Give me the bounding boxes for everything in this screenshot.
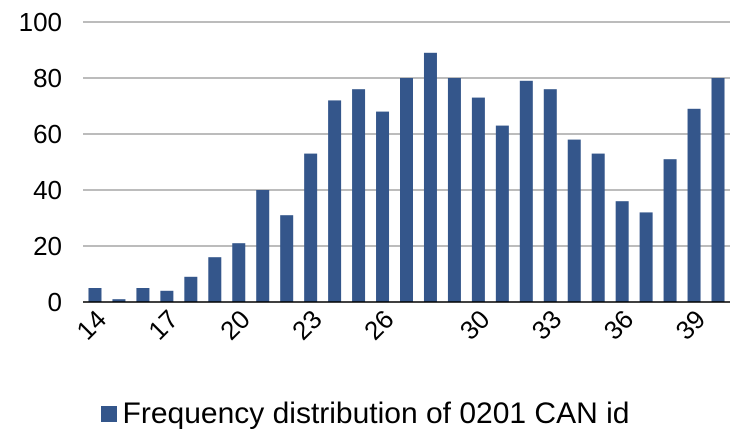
- x-tick-label: 33: [526, 304, 568, 346]
- x-tick-label: 39: [669, 304, 711, 346]
- x-tick-label: 17: [142, 304, 184, 346]
- bar: [519, 80, 533, 302]
- bar: [471, 97, 485, 302]
- bar: [328, 100, 342, 303]
- bars: [88, 52, 725, 303]
- y-tick-label: 100: [19, 7, 62, 37]
- bar: [615, 201, 629, 302]
- bar: [423, 52, 437, 302]
- bar: [376, 111, 390, 302]
- x-tick-label: 23: [286, 304, 328, 346]
- x-tick-label: 26: [358, 304, 400, 346]
- legend-swatch: [100, 406, 117, 422]
- bar: [184, 276, 198, 302]
- bar: [232, 243, 246, 302]
- y-tick-label: 60: [33, 119, 62, 149]
- x-tick-label: 14: [70, 304, 112, 346]
- bar: [208, 257, 222, 302]
- bar: [447, 78, 461, 302]
- bar: [687, 108, 701, 302]
- bar: [495, 125, 509, 302]
- y-tick-label: 80: [33, 63, 62, 93]
- bar: [352, 89, 366, 302]
- bar: [256, 190, 270, 302]
- bar: [280, 215, 294, 302]
- bar: [663, 159, 677, 302]
- bar: [160, 290, 174, 302]
- x-tick-label: 36: [598, 304, 640, 346]
- bar: [567, 139, 581, 302]
- legend: Frequency distribution of 0201 CAN id: [0, 397, 730, 431]
- bar: [591, 153, 605, 302]
- bar: [543, 89, 557, 302]
- bar: [304, 153, 318, 302]
- x-tick-label: 20: [214, 304, 256, 346]
- x-tick-label: 30: [454, 304, 496, 346]
- bar: [112, 299, 126, 302]
- bar: [136, 288, 150, 302]
- bar: [639, 212, 653, 302]
- bar: [400, 78, 413, 302]
- legend-label: Frequency distribution of 0201 CAN id: [122, 397, 630, 430]
- y-tick-label: 20: [33, 231, 62, 261]
- y-tick-label: 40: [33, 175, 62, 205]
- bar: [88, 288, 102, 302]
- bar: [711, 78, 725, 302]
- y-tick-label: 0: [48, 287, 62, 317]
